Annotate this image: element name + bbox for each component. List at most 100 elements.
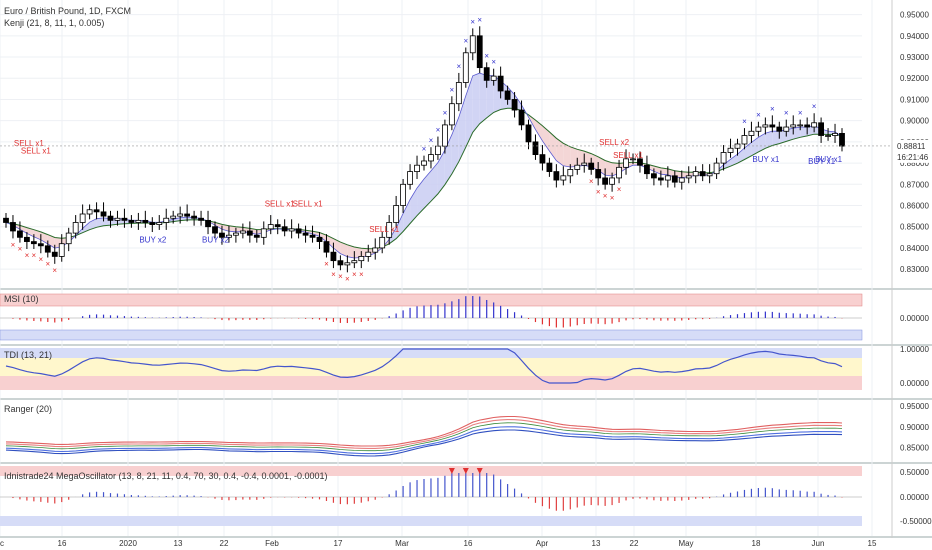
- kenji-band-segment: [424, 170, 431, 209]
- price-axis-tick: 0.84000: [900, 244, 929, 253]
- tdi-axis-tick: 1.00000: [900, 345, 929, 354]
- candle-body: [699, 171, 706, 177]
- tdi-upper-zone: [0, 348, 862, 358]
- signal-label-sell: SELL x1: [369, 225, 399, 234]
- candle-body: [783, 126, 790, 132]
- candle-body: [818, 122, 824, 136]
- time-axis-tick: 2020: [119, 539, 137, 548]
- sell-x-marker: ×: [617, 185, 622, 194]
- kenji-band-segment: [465, 75, 473, 148]
- candle-body: [372, 247, 379, 253]
- candle-body: [476, 35, 483, 69]
- time-axis-tick: 22: [220, 539, 229, 548]
- tdi-title: TDI (13, 21): [4, 350, 53, 360]
- sell-x-marker: ×: [25, 251, 30, 260]
- candle-body: [72, 222, 79, 234]
- candle-body: [86, 209, 93, 215]
- ranger-axis-tick: 0.90000: [900, 423, 929, 432]
- kenji-band-segment: [563, 143, 571, 167]
- signal-label-buy: BUY x1: [752, 155, 780, 164]
- time-axis-tick: May: [678, 539, 693, 548]
- price-axis-tick: 0.93000: [900, 53, 929, 62]
- candle-body: [246, 230, 253, 236]
- candle-body: [497, 75, 504, 92]
- candle-body: [191, 215, 198, 219]
- candle-body: [455, 82, 462, 105]
- kenji-band-segment: [772, 131, 780, 146]
- kenji-band-segment: [333, 238, 341, 254]
- price-axis-tick: 0.87000: [900, 180, 929, 189]
- time-axis-tick: Feb: [265, 539, 279, 548]
- candle-body: [776, 126, 783, 132]
- candle-body: [811, 122, 818, 128]
- kenji-band-segment: [758, 133, 766, 152]
- mega-axis-tick: -0.50000: [900, 517, 932, 526]
- last-price-tag: 0.88811: [897, 142, 926, 151]
- candle-body: [727, 147, 734, 153]
- candle-body: [504, 90, 511, 100]
- candle-body: [483, 67, 490, 81]
- candle-body: [657, 177, 664, 181]
- signal-label-sell: SELL x1: [293, 200, 323, 209]
- candle-body: [769, 124, 776, 128]
- candle-body: [142, 219, 149, 223]
- price-axis-tick: 0.94000: [900, 32, 929, 41]
- candle-body: [804, 124, 811, 128]
- candle-body: [441, 124, 448, 147]
- candle-body: [469, 35, 476, 54]
- buy-x-marker: ×: [742, 117, 747, 126]
- candle-body: [302, 232, 309, 236]
- candle-body: [539, 154, 546, 164]
- candle-body: [274, 224, 281, 228]
- candle-body: [720, 152, 727, 164]
- candle-body: [832, 132, 838, 136]
- buy-x-marker: ×: [812, 102, 817, 111]
- candle-body: [414, 164, 420, 172]
- candle-body: [184, 213, 191, 217]
- candle-body: [630, 158, 636, 161]
- megaoscillator-title: Idnistrade24 MegaOscillator (13, 8, 21, …: [4, 471, 328, 481]
- kenji-band-segment: [570, 146, 578, 167]
- candle-body: [546, 162, 553, 172]
- kenji-band-segment: [730, 154, 738, 167]
- kenji-band-segment: [396, 213, 404, 239]
- sell-x-marker: ×: [359, 270, 364, 279]
- candle-body: [574, 164, 581, 170]
- kenji-band-segment: [40, 231, 48, 244]
- signal-label-sell: SELL x1: [265, 200, 295, 209]
- candle-body: [198, 217, 204, 221]
- candle-body: [23, 236, 30, 242]
- candle-body: [323, 241, 330, 253]
- candle-body: [288, 228, 295, 232]
- candle-body: [525, 124, 532, 143]
- kenji-band-segment: [751, 137, 759, 156]
- candle-body: [393, 205, 400, 223]
- candle-body: [671, 175, 678, 183]
- sell-x-marker: ×: [352, 270, 357, 279]
- signal-label-sell: SELL x1: [613, 151, 643, 160]
- kenji-band-segment: [403, 199, 411, 232]
- mega-top-triangle: [448, 468, 455, 474]
- candle-body: [17, 230, 23, 238]
- candle-body: [462, 52, 469, 83]
- candle-body: [511, 99, 518, 111]
- time-axis-tick: 16: [464, 539, 473, 548]
- sell-x-marker: ×: [603, 192, 608, 201]
- kenji-band-segment: [486, 75, 494, 118]
- symbol-title: Euro / British Pound, 1D, FXCM: [4, 6, 132, 16]
- kenji-band-segment: [437, 150, 445, 194]
- kenji-band-segment: [340, 242, 348, 257]
- tdi-lower-zone: [0, 376, 862, 390]
- candle-body: [10, 222, 16, 232]
- candle-body: [602, 177, 609, 185]
- kenji-indicator-title: Kenji (21, 8, 11, 1, 0.005): [4, 18, 105, 28]
- time-axis-tick: c: [0, 539, 4, 548]
- candle-body: [797, 124, 804, 127]
- signal-label-sell: SELL x1: [14, 139, 44, 148]
- kenji-band-segment: [326, 235, 334, 249]
- price-axis-tick: 0.88000: [900, 159, 929, 168]
- candle-body: [295, 228, 302, 234]
- candle-body: [316, 236, 323, 242]
- ranger-line: [5, 426, 843, 455]
